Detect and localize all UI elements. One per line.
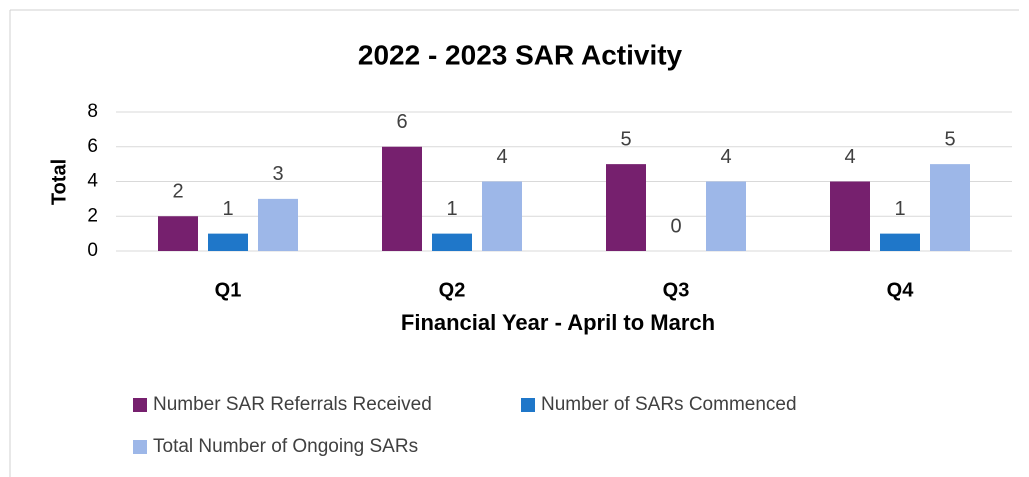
y-tick-label: 4 — [87, 171, 98, 192]
y-axis-title: Total — [48, 159, 70, 205]
bar — [382, 146, 422, 251]
value-label: 4 — [496, 146, 507, 168]
bar — [432, 233, 472, 251]
bar — [706, 181, 746, 251]
y-tick-label: 2 — [87, 205, 98, 226]
value-label: 1 — [446, 198, 457, 220]
legend-label: Number of SARs Commenced — [541, 394, 797, 415]
chart-title: 2022 - 2023 SAR Activity — [358, 39, 683, 70]
legend-label: Total Number of Ongoing SARs — [153, 436, 418, 457]
value-label: 4 — [720, 146, 731, 168]
legend-swatch — [133, 440, 147, 454]
value-label: 1 — [222, 198, 233, 220]
bar — [258, 198, 298, 251]
y-tick-label: 6 — [87, 136, 98, 157]
value-label: 3 — [272, 163, 283, 185]
bar — [606, 164, 646, 251]
bar — [930, 164, 970, 251]
x-axis-title: Financial Year - April to March — [401, 310, 715, 335]
x-tick-label: Q1 — [215, 279, 242, 301]
x-tick-label: Q2 — [439, 279, 466, 301]
value-label: 5 — [620, 128, 631, 150]
legend-swatch — [521, 398, 535, 412]
y-tick-label: 0 — [87, 240, 98, 261]
value-label: 5 — [944, 128, 955, 150]
x-tick-label: Q3 — [663, 279, 690, 301]
value-label: 1 — [894, 198, 905, 220]
value-label: 4 — [844, 146, 855, 168]
bar — [880, 233, 920, 251]
legend-label: Number SAR Referrals Received — [153, 394, 432, 415]
bar — [482, 181, 522, 251]
bar — [830, 181, 870, 251]
value-label: 0 — [670, 215, 681, 237]
x-tick-label: Q4 — [887, 279, 915, 301]
y-tick-label: 8 — [87, 101, 98, 122]
legend-swatch — [133, 398, 147, 412]
bar — [208, 233, 248, 251]
value-label: 2 — [172, 181, 183, 203]
value-label: 6 — [396, 111, 407, 133]
bar — [158, 216, 198, 251]
